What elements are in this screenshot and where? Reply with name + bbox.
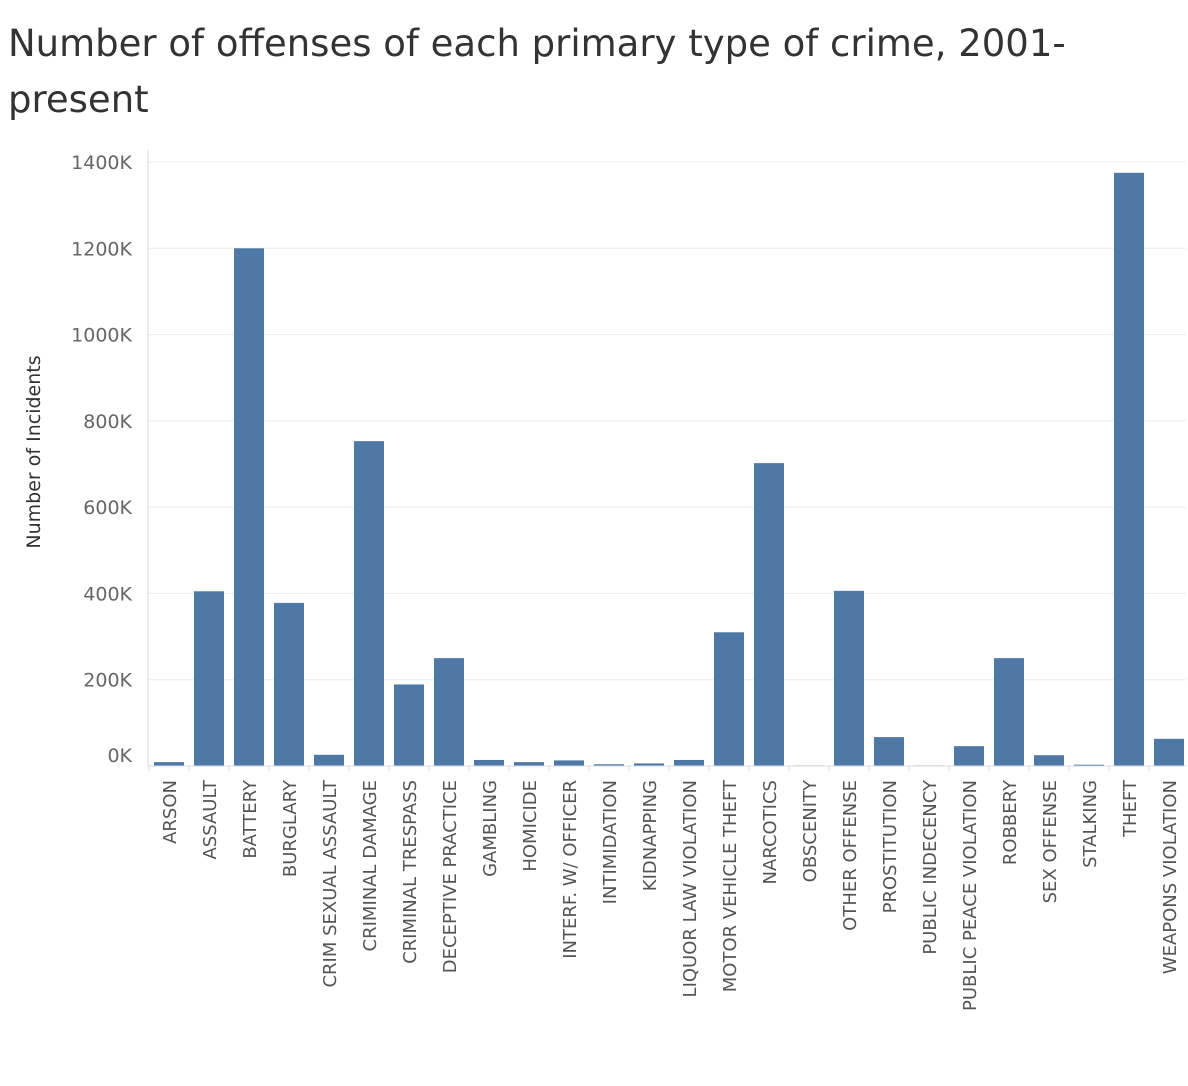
- bar-intimidation: [594, 764, 624, 766]
- y-tick-label: 1200K: [71, 238, 132, 260]
- x-tick-label: ASSAULT: [200, 779, 221, 860]
- bar-kidnapping: [634, 763, 664, 766]
- x-tick-label: PUBLIC INDECENCY: [920, 779, 941, 955]
- bar-stalking: [1074, 764, 1104, 766]
- x-tick-label: GAMBLING: [480, 780, 501, 877]
- x-tick-label: STALKING: [1080, 780, 1101, 868]
- bar-crim-sexual-assault: [314, 754, 344, 766]
- y-tick-label: 400K: [83, 583, 132, 605]
- bar-public-peace-violation: [954, 746, 984, 766]
- x-tick-label: OBSCENITY: [800, 779, 821, 882]
- bar-liquor-law-violation: [674, 759, 704, 766]
- bar-sex-offense: [1034, 755, 1064, 766]
- x-tick-label: BATTERY: [240, 779, 261, 859]
- bar-gambling: [474, 759, 504, 766]
- y-axis: 0K 200K 400K 600K 800K 1000K 1200K 1400K: [71, 150, 149, 767]
- bar-homicide: [514, 762, 544, 766]
- x-tick-label: NARCOTICS: [760, 780, 781, 884]
- bar-theft: [1114, 172, 1144, 767]
- x-tick-label: BURGLARY: [280, 779, 301, 877]
- bar-criminal-trespass: [394, 684, 424, 766]
- x-tick-label: INTIMIDATION: [600, 780, 621, 904]
- bars: [154, 172, 1184, 767]
- x-tick-label: INTERF. W/ OFFICER: [560, 780, 581, 959]
- x-tick-label: ROBBERY: [1000, 779, 1021, 865]
- bar-weapons-violation: [1154, 738, 1184, 766]
- bar-burglary: [274, 602, 304, 766]
- bar-prostitution: [874, 737, 904, 766]
- x-tick-label: MOTOR VEHICLE THEFT: [720, 779, 741, 992]
- bar-arson: [154, 762, 184, 766]
- bar-battery: [234, 248, 264, 767]
- x-tick-label: HOMICIDE: [520, 780, 541, 872]
- y-tick-label: 1000K: [71, 325, 132, 347]
- y-tick-label: 0K: [107, 745, 132, 767]
- x-tick-label: OTHER OFFENSE: [840, 780, 861, 931]
- x-tick-label: LIQUOR LAW VIOLATION: [680, 780, 701, 997]
- y-tick-label: 200K: [83, 670, 132, 692]
- x-tick-label: CRIMINAL DAMAGE: [360, 780, 381, 951]
- y-tick-label: 600K: [83, 497, 132, 519]
- x-tick-label: SEX OFFENSE: [1040, 780, 1061, 903]
- bar-narcotics: [754, 463, 784, 766]
- y-tick-label: 1400K: [71, 152, 132, 174]
- bar-deceptive-practice: [434, 658, 464, 766]
- x-tick-label: KIDNAPPING: [640, 780, 661, 891]
- bar-other-offense: [834, 590, 864, 766]
- bar-criminal-damage: [354, 441, 384, 766]
- bar-assault: [194, 591, 224, 766]
- gridlines: [148, 161, 1186, 681]
- x-tick-label: DECEPTIVE PRACTICE: [440, 780, 461, 973]
- x-tick-label: CRIMINAL TRESPASS: [400, 780, 421, 964]
- x-tick-label: PROSTITUTION: [880, 780, 901, 913]
- x-tick-label: WEAPONS VIOLATION: [1160, 780, 1181, 974]
- y-tick-label: 800K: [83, 411, 132, 433]
- x-tick-label: THEFT: [1120, 779, 1141, 838]
- y-axis-title: Number of Incidents: [23, 355, 45, 548]
- x-axis: ARSON ASSAULT BATTERY BURGLARY CRIM SEXUAL A…: [148, 765, 1186, 1011]
- bar-motor-vehicle-theft: [714, 632, 744, 766]
- x-tick-label: ARSON: [160, 780, 181, 844]
- bar-robbery: [994, 658, 1024, 766]
- x-tick-label: PUBLIC PEACE VIOLATION: [960, 780, 981, 1011]
- chart-title: Number of offenses of each primary type …: [8, 22, 1066, 121]
- bar-interf-w-officer: [554, 760, 584, 766]
- x-tick-label: CRIM SEXUAL ASSAULT: [320, 779, 341, 988]
